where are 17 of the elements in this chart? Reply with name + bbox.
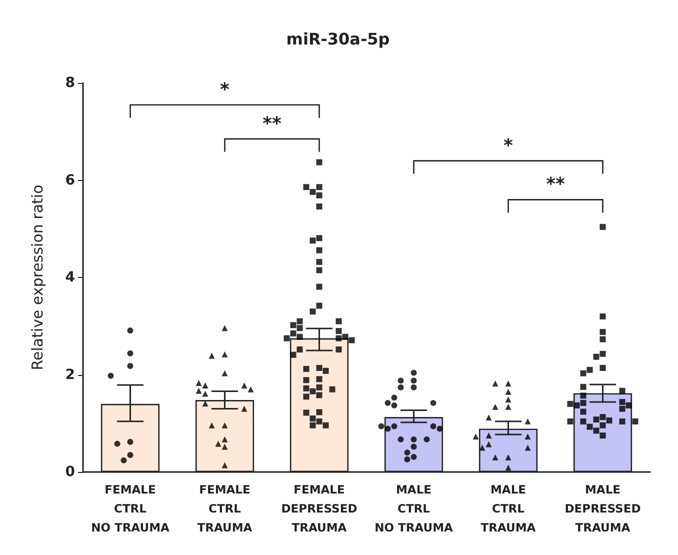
x-tick-label: MALE CTRL TRAUMA <box>480 482 536 534</box>
x-tick-label: MALE CTRL NO TRAUMA <box>374 482 454 534</box>
annotation: * <box>220 79 230 100</box>
y-tick-label: 2 <box>65 366 75 383</box>
x-tick-label: MALE DEPRESSED TRAUMA <box>564 482 641 534</box>
y-tick-label: 4 <box>65 270 76 286</box>
x-tick-label: FEMALE CTRL NO TRAUMA <box>91 482 170 534</box>
y-axis-title: Relative expression ratio <box>28 184 46 370</box>
chart-title: miR-30a-5p <box>286 30 390 48</box>
x-tick-label: FEMALE CTRL TRAUMA <box>197 482 252 534</box>
y-tick-label: 8 <box>65 75 75 91</box>
y-tick-label: 6 <box>65 172 75 188</box>
y-tick-label: 0 <box>65 464 76 480</box>
annotation: ** <box>546 174 566 196</box>
annotation: ** <box>262 113 282 134</box>
x-tick-label: FEMALE DEPRESSED TRAUMA <box>281 482 358 534</box>
annotation: * <box>504 135 514 156</box>
